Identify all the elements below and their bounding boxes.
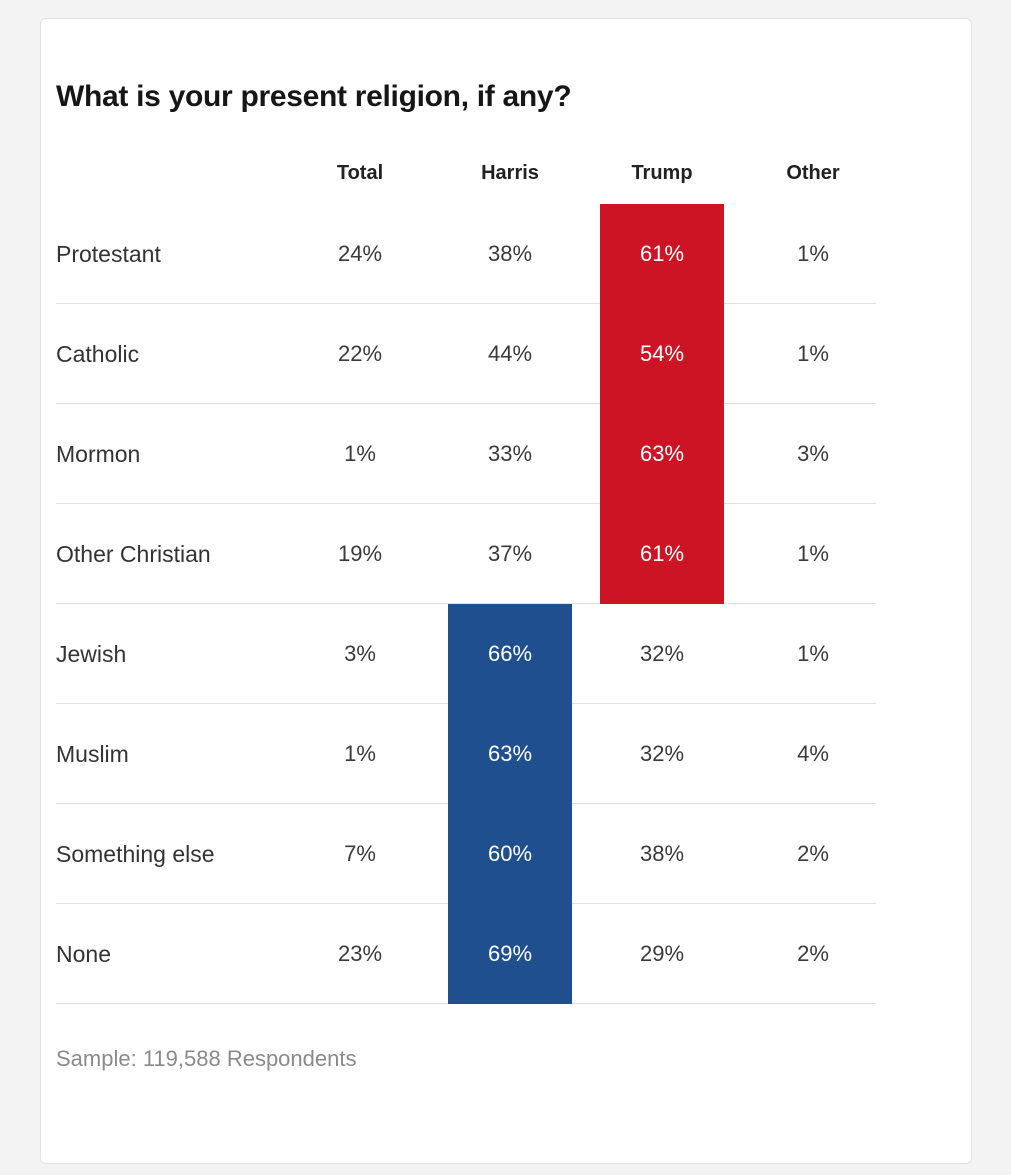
- cell-trump: 32%: [639, 641, 685, 666]
- table-row: Catholic 22% 44% 54% 1%: [56, 304, 876, 404]
- cell-other: 1%: [797, 541, 829, 566]
- cell-other: 3%: [797, 441, 829, 466]
- table-row: Muslim 1% 63% 32% 4%: [56, 704, 876, 804]
- cell-trump-highlight: 61%: [600, 504, 724, 604]
- row-label: Protestant: [56, 241, 161, 267]
- cell-total: 23%: [337, 941, 383, 966]
- cell-other: 4%: [797, 741, 829, 766]
- row-label: Something else: [56, 841, 215, 867]
- cell-trump-highlight: 54%: [600, 304, 724, 404]
- cell-harris-highlight: 60%: [448, 804, 572, 904]
- row-label: Muslim: [56, 741, 129, 767]
- cell-total: 1%: [344, 741, 376, 766]
- cell-harris-highlight: 63%: [448, 704, 572, 804]
- row-label: Catholic: [56, 341, 140, 367]
- cell-harris: 33%: [487, 441, 533, 466]
- column-header-other: Other: [786, 162, 840, 184]
- cell-total: 1%: [344, 441, 376, 466]
- cell-other: 2%: [797, 941, 829, 966]
- cell-trump-highlight: 61%: [600, 204, 724, 304]
- cell-total: 3%: [344, 641, 376, 666]
- row-label: Other Christian: [56, 541, 211, 567]
- cell-trump: 38%: [639, 841, 685, 866]
- cell-harris-highlight: 69%: [448, 904, 572, 1004]
- cell-total: 22%: [337, 341, 383, 366]
- cell-harris: 44%: [487, 341, 533, 366]
- chart-title: What is your present religion, if any?: [56, 80, 572, 113]
- cell-other: 2%: [797, 841, 829, 866]
- cell-other: 1%: [797, 641, 829, 666]
- column-header-total: Total: [336, 162, 384, 184]
- cell-harris: 38%: [487, 241, 533, 266]
- row-label: Jewish: [56, 641, 127, 667]
- cell-trump: 29%: [639, 941, 685, 966]
- cell-trump: 32%: [639, 741, 685, 766]
- column-header-harris: Harris: [481, 162, 539, 184]
- sample-footnote: Sample: 119,588 Respondents: [56, 1046, 357, 1071]
- cell-trump-highlight: 63%: [600, 404, 724, 504]
- cell-total: 24%: [337, 241, 383, 266]
- table-header: Total Harris Trump Other: [56, 150, 876, 204]
- table-row: None 23% 69% 29% 2%: [56, 904, 876, 1004]
- column-header-trump: Trump: [631, 162, 693, 184]
- table-row: Protestant 24% 38% 61% 1%: [56, 204, 876, 304]
- cell-harris: 37%: [487, 541, 533, 566]
- cell-other: 1%: [797, 241, 829, 266]
- cell-total: 19%: [337, 541, 383, 566]
- row-label: None: [56, 941, 111, 967]
- table-row: Something else 7% 60% 38% 2%: [56, 804, 876, 904]
- table-row: Other Christian 19% 37% 61% 1%: [56, 504, 876, 604]
- table-row: Mormon 1% 33% 63% 3%: [56, 404, 876, 504]
- cell-total: 7%: [344, 841, 376, 866]
- table-row: Jewish 3% 66% 32% 1%: [56, 604, 876, 704]
- cell-other: 1%: [797, 341, 829, 366]
- row-label: Mormon: [56, 441, 141, 467]
- results-table: Total Harris Trump Other Protestant 24% …: [56, 150, 876, 1004]
- cell-harris-highlight: 66%: [448, 604, 572, 704]
